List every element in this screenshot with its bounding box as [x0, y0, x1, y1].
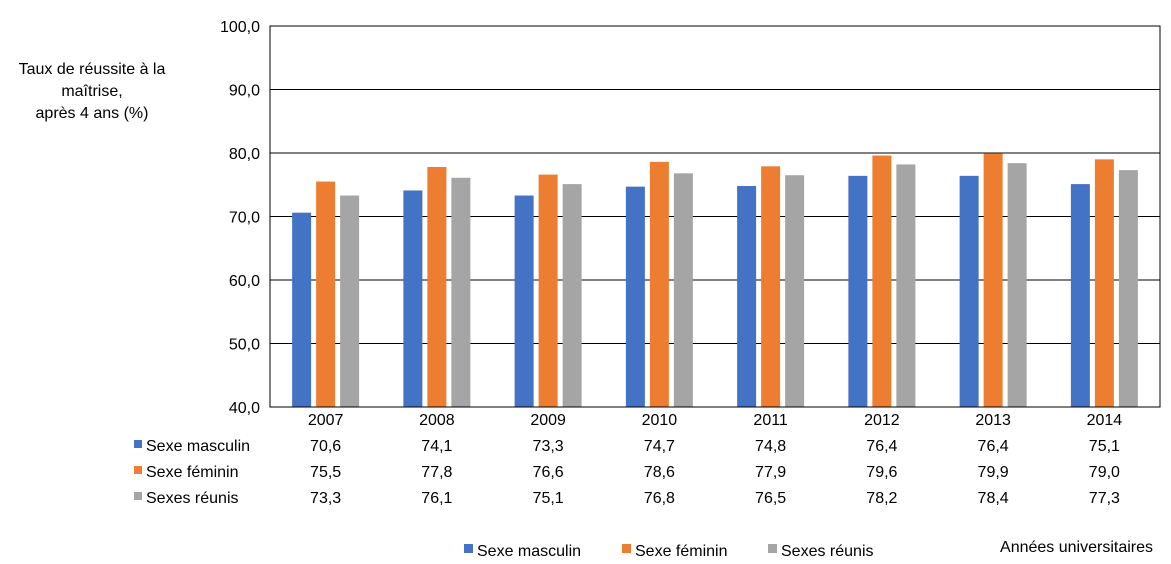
- legend-key: [768, 544, 777, 553]
- table-legend-key: [134, 492, 142, 500]
- data-label: 74,1: [421, 438, 452, 455]
- table-series-name: Sexe féminin: [146, 464, 239, 481]
- legend-key: [622, 544, 631, 553]
- bar: [316, 181, 336, 407]
- bar: [562, 184, 582, 407]
- x-tick-label: 2008: [419, 412, 455, 429]
- y-tick-label: 80,0: [229, 146, 260, 163]
- legend-label: Sexe masculin: [477, 543, 581, 560]
- data-label: 76,4: [978, 438, 1009, 455]
- data-label: 78,6: [644, 464, 675, 481]
- y-tick-label: 90,0: [229, 83, 260, 100]
- data-table: 2007 2008 2009 2010 2011 2012 2013 2014 Sexe mas…: [134, 412, 1122, 507]
- bar: [983, 153, 1003, 407]
- bar: [514, 195, 534, 407]
- bar: [1070, 184, 1090, 407]
- x-tick-label: 2011: [753, 412, 788, 429]
- x-tick-label: 2010: [642, 412, 678, 429]
- y-tick-label: 60,0: [229, 273, 260, 290]
- bar: [848, 175, 868, 407]
- bar: [785, 175, 805, 407]
- data-label: 76,4: [866, 438, 897, 455]
- bar: [1094, 159, 1114, 407]
- bar: [673, 173, 693, 407]
- y-tick-label: 70,0: [229, 210, 260, 227]
- bar: [896, 164, 916, 407]
- y-tick-label: 100,0: [220, 19, 260, 36]
- x-tick-label: 2012: [864, 412, 900, 429]
- bar: [292, 212, 312, 407]
- bar: [872, 155, 892, 407]
- data-label: 76,5: [755, 490, 786, 507]
- data-label: 73,3: [310, 490, 341, 507]
- data-label: 79,6: [866, 464, 897, 481]
- y-axis-title-line: Taux de réussite à la: [19, 61, 166, 78]
- data-label: 70,6: [310, 438, 341, 455]
- legend-label: Sexes réunis: [781, 543, 874, 560]
- y-axis-title-line: maîtrise,: [61, 83, 122, 100]
- data-label: 73,3: [533, 438, 564, 455]
- y-tick-label: 40,0: [229, 400, 260, 417]
- data-label: 77,9: [755, 464, 786, 481]
- table-series-name: Sexes réunis: [146, 490, 239, 507]
- data-label: 78,4: [978, 490, 1009, 507]
- bar: [538, 174, 558, 407]
- data-label: 75,1: [1089, 438, 1120, 455]
- y-axis-title: Taux de réussite à la maîtrise, après 4 …: [19, 61, 166, 122]
- data-label: 76,1: [421, 490, 452, 507]
- data-label: 76,8: [644, 490, 675, 507]
- x-tick-label: 2009: [530, 412, 566, 429]
- bar: [959, 175, 979, 407]
- x-tick-label: 2014: [1087, 412, 1123, 429]
- data-label: 77,3: [1089, 490, 1120, 507]
- data-label: 77,8: [421, 464, 452, 481]
- table-series-name: Sexe masculin: [146, 438, 250, 455]
- bar: [403, 190, 423, 407]
- data-label: 75,5: [310, 464, 341, 481]
- data-label: 74,8: [755, 438, 786, 455]
- legend-key: [464, 544, 473, 553]
- bar: [649, 161, 669, 407]
- bar: [1007, 163, 1027, 407]
- data-label: 78,2: [866, 490, 897, 507]
- bar: [427, 166, 447, 407]
- plot-frame: [269, 25, 1161, 408]
- y-axis-title-line: après 4 ans (%): [36, 105, 149, 122]
- y-axis-ticks: 40,0 50,0 60,0 70,0 80,0 90,0 100,0: [220, 19, 260, 417]
- data-label: 76,6: [533, 464, 564, 481]
- x-tick-label: 2007: [308, 412, 344, 429]
- bar: [625, 186, 645, 407]
- table-legend-key: [134, 466, 142, 474]
- x-axis-title: Années universitaires: [1000, 539, 1153, 556]
- legend: Sexe masculin Sexe féminin Sexes réunis: [464, 543, 874, 560]
- data-label: 75,1: [533, 490, 564, 507]
- bar: [451, 177, 471, 407]
- bars: [292, 153, 1138, 407]
- data-label: 79,9: [978, 464, 1009, 481]
- bar: [340, 195, 360, 407]
- bar: [761, 166, 781, 407]
- table-legend-key: [134, 440, 142, 448]
- x-tick-label: 2013: [975, 412, 1011, 429]
- data-label: 74,7: [644, 438, 675, 455]
- legend-label: Sexe féminin: [635, 543, 728, 560]
- data-label: 79,0: [1089, 464, 1120, 481]
- y-tick-label: 50,0: [229, 337, 260, 354]
- bar: [737, 186, 757, 407]
- bar: [1118, 170, 1138, 407]
